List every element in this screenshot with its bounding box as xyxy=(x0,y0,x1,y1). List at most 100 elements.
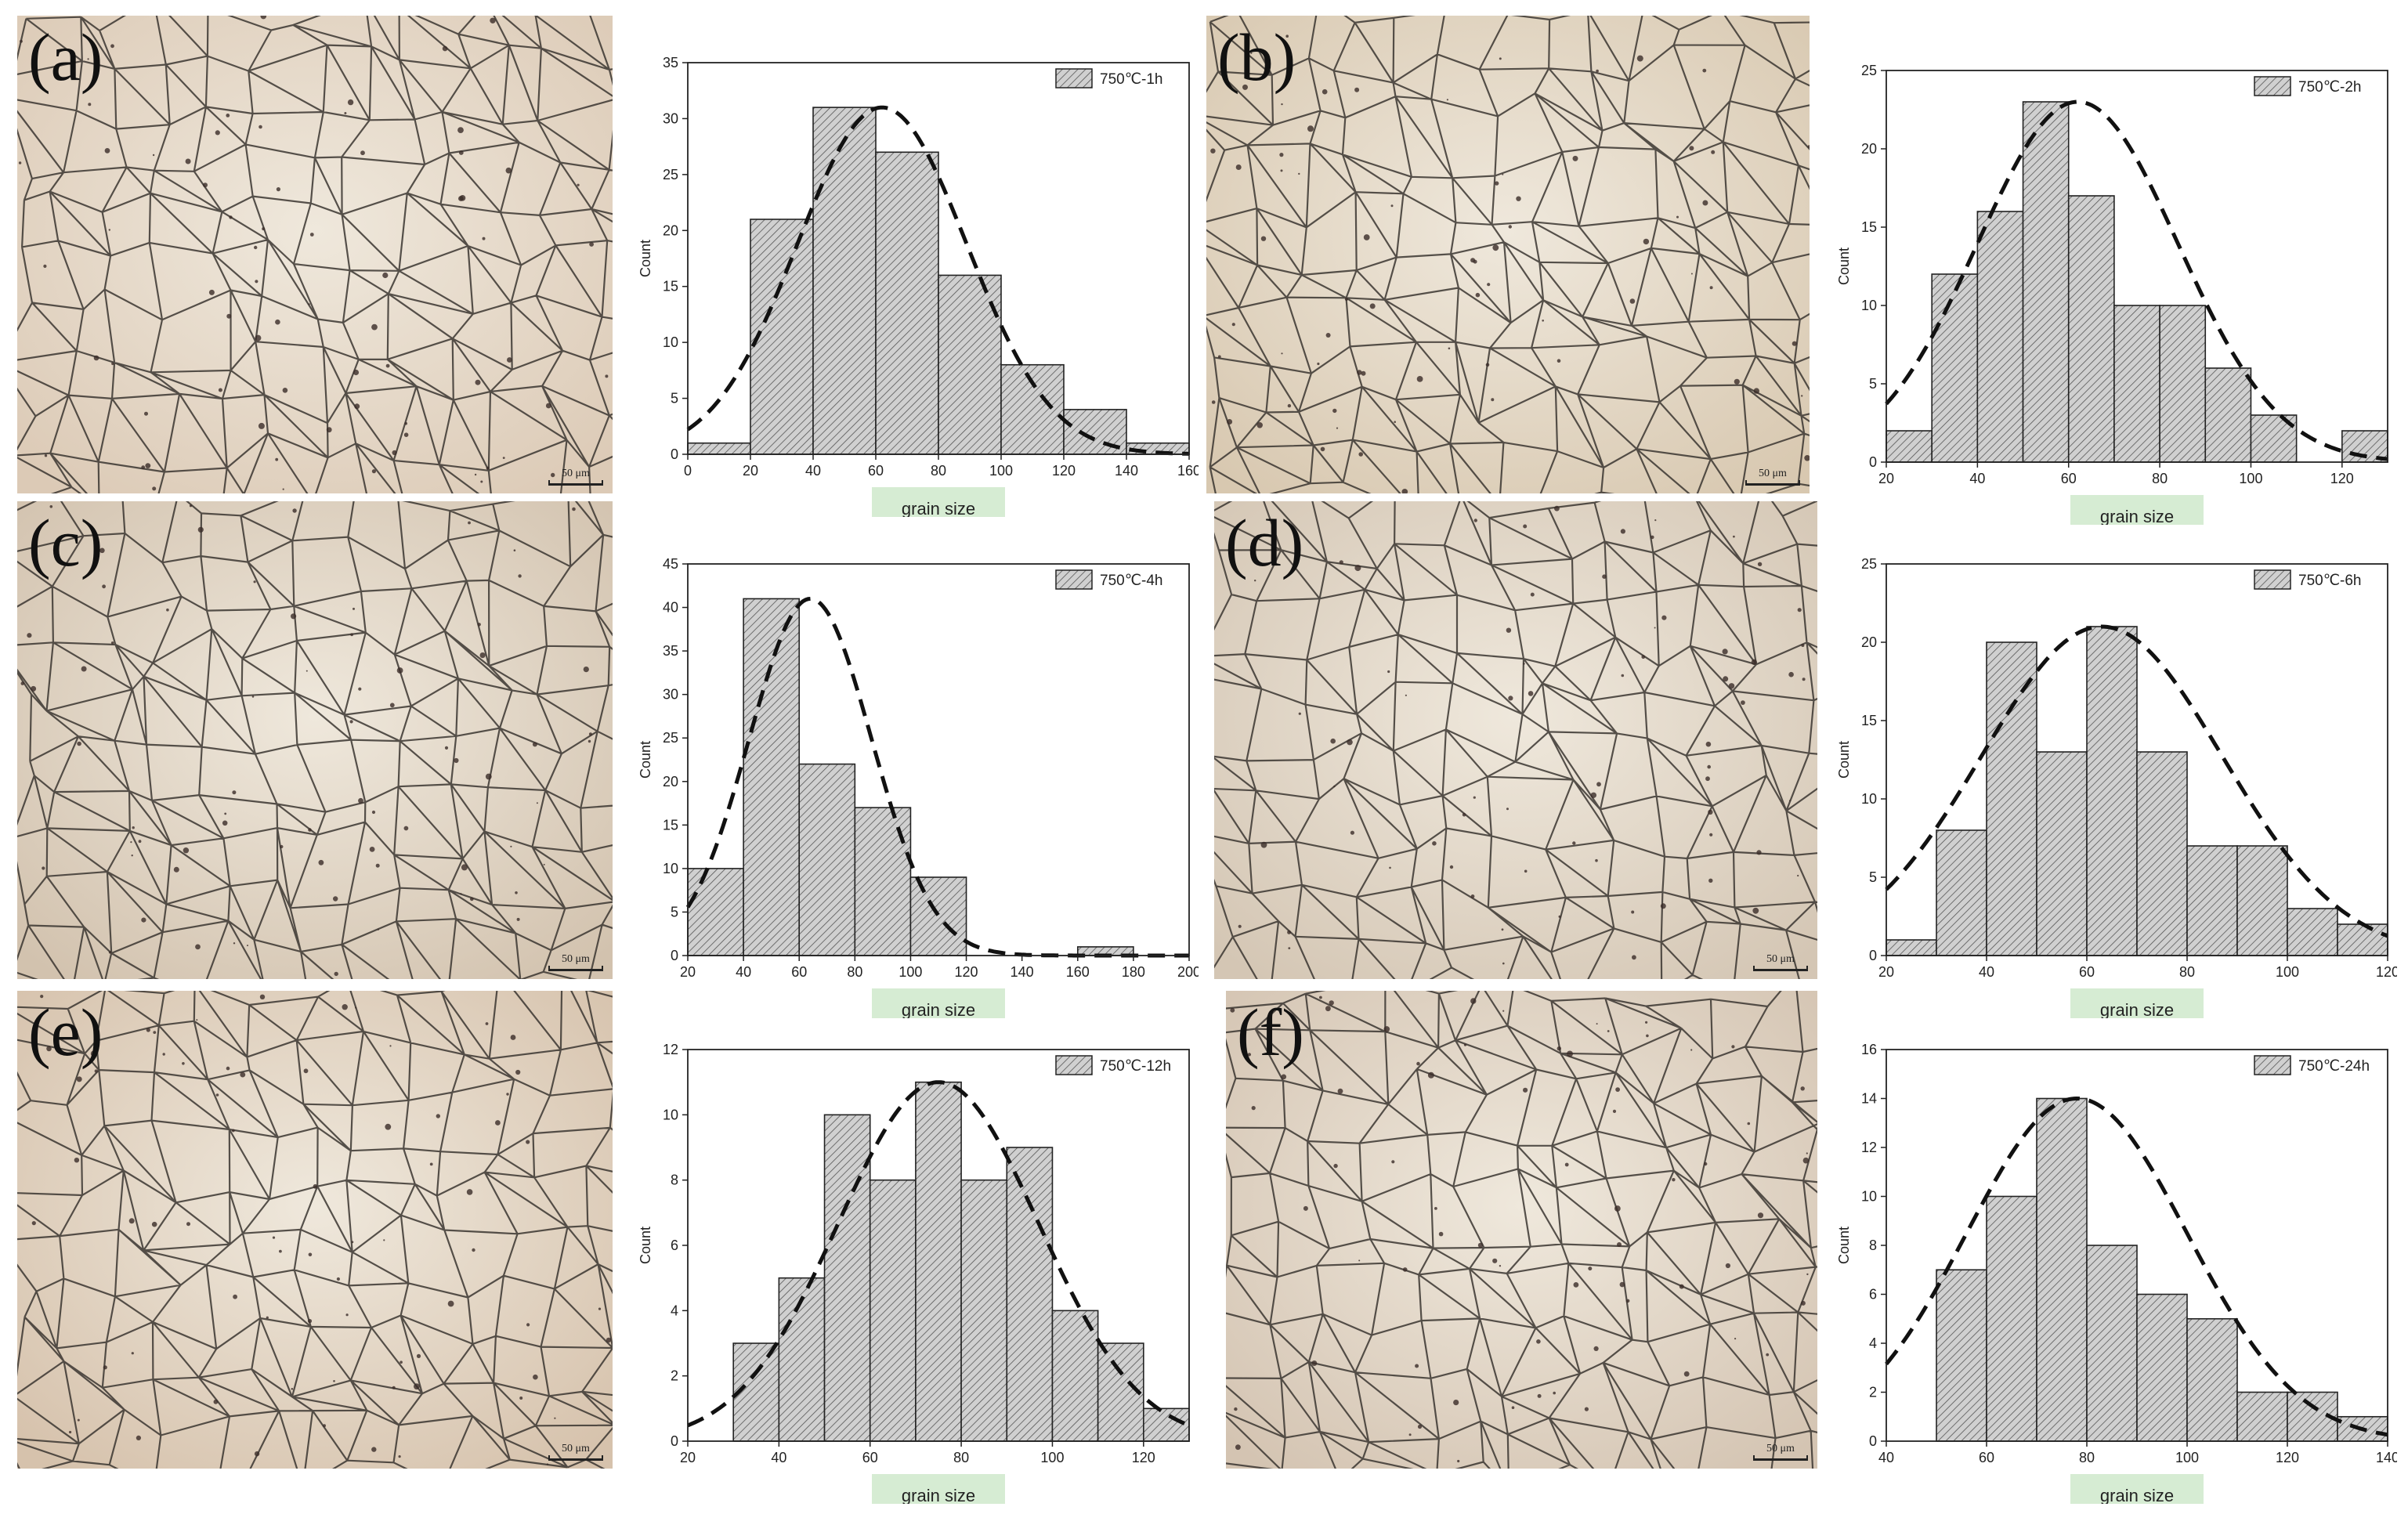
y-tick-label: 14 xyxy=(1861,1091,1877,1107)
histogram-bar xyxy=(1006,1147,1054,1442)
x-axis-title: grain size xyxy=(2100,507,2174,525)
fit-curve xyxy=(1885,1096,2388,1437)
y-tick-label: 5 xyxy=(1869,869,1877,885)
histogram-bar xyxy=(1931,273,1979,463)
micrograph-e: (e) 50 μm xyxy=(17,991,613,1469)
x-axis-title-box xyxy=(2070,988,2204,1018)
histogram-bar xyxy=(812,107,877,455)
histogram-bar xyxy=(798,763,856,956)
histogram-bar xyxy=(2186,1317,2238,1442)
y-tick-label: 10 xyxy=(663,334,678,350)
legend-swatch xyxy=(2254,76,2291,96)
x-tick-label: 20 xyxy=(680,964,696,980)
histogram-bar xyxy=(2086,626,2138,956)
histogram-bar xyxy=(1936,829,1987,956)
y-axis-title: Count xyxy=(638,741,653,779)
y-tick-label: 10 xyxy=(1861,298,1877,313)
x-tick-label: 60 xyxy=(2061,471,2077,486)
fit-curve xyxy=(686,105,1190,456)
grain-texture xyxy=(1206,16,1810,493)
x-tick-label: 160 xyxy=(1066,964,1090,980)
x-axis-title: grain size xyxy=(2100,1486,2174,1504)
y-tick-label: 15 xyxy=(663,279,678,294)
x-tick-label: 120 xyxy=(2276,1450,2299,1465)
x-tick-label: 20 xyxy=(680,1450,696,1465)
x-axis-title: grain size xyxy=(902,499,975,517)
x-tick-label: 120 xyxy=(955,964,978,980)
micrograph-b: (b) 50 μm xyxy=(1206,16,1810,493)
histogram-bar xyxy=(875,151,939,455)
x-tick-label: 60 xyxy=(1979,1450,1994,1465)
x-tick-label: 100 xyxy=(989,463,1013,479)
histogram-bar xyxy=(2036,751,2088,956)
histogram-bar xyxy=(750,219,814,455)
histogram-bar xyxy=(854,807,912,956)
histogram-750c-12h: 20 40 60 80 100 120 0 2 4 6 8 10 12 Count 750℃-12h grai… xyxy=(638,1042,1190,1504)
x-axis-title: grain size xyxy=(902,1000,975,1018)
x-tick-label: 40 xyxy=(771,1450,786,1465)
grain-texture xyxy=(17,16,613,493)
y-tick-label: 2 xyxy=(671,1368,678,1384)
x-tick-label: 200 xyxy=(1177,964,1199,980)
y-tick-label: 2 xyxy=(1869,1385,1877,1400)
x-tick-label: 80 xyxy=(2079,1450,2095,1465)
x-tick-label: 140 xyxy=(1115,463,1138,479)
y-axis-title: Count xyxy=(638,1227,653,1264)
micrograph-d: (d) 50 μm xyxy=(1214,501,1817,979)
y-tick-label: 0 xyxy=(1869,454,1877,470)
plot-frame xyxy=(1886,563,2388,956)
x-tick-label: 100 xyxy=(2276,964,2299,980)
x-tick-label: 100 xyxy=(1040,1450,1064,1465)
y-tick-label: 35 xyxy=(663,55,678,70)
y-tick-label: 12 xyxy=(1861,1140,1877,1155)
histogram-bar xyxy=(1976,211,2024,463)
micrograph-c: (c) 50 μm xyxy=(17,501,613,979)
x-tick-label: 120 xyxy=(1052,463,1076,479)
x-axis-title-box xyxy=(2070,1474,2204,1504)
histogram-bar xyxy=(915,1081,962,1442)
x-axis-title-box xyxy=(2070,495,2204,525)
y-tick-label: 20 xyxy=(663,222,678,238)
x-tick-label: 120 xyxy=(2376,964,2397,980)
y-tick-label: 5 xyxy=(671,391,678,407)
histogram-bar xyxy=(2236,1391,2288,1442)
x-axis-title: grain size xyxy=(902,1486,975,1504)
y-tick-label: 4 xyxy=(1869,1335,1877,1351)
histogram-bar xyxy=(1886,939,1937,956)
histogram-bar xyxy=(823,1114,871,1442)
legend-label: 750℃-6h xyxy=(2298,573,2362,589)
legend-label: 750℃-2h xyxy=(2298,79,2362,96)
plot-frame xyxy=(1886,70,2388,463)
y-axis-title: Count xyxy=(638,240,653,277)
histogram-bar xyxy=(2086,1245,2138,1442)
grain-texture xyxy=(17,991,613,1469)
plot-frame xyxy=(687,563,1190,956)
y-tick-label: 4 xyxy=(671,1303,678,1318)
panel-label: (a) xyxy=(28,20,103,95)
y-tick-label: 0 xyxy=(671,948,678,963)
histogram-bar xyxy=(778,1277,826,1442)
x-tick-label: 40 xyxy=(1878,1450,1894,1465)
y-tick-label: 10 xyxy=(663,1107,678,1122)
panel-label: (f) xyxy=(1237,995,1304,1070)
x-tick-label: 60 xyxy=(791,964,807,980)
x-tick-label: 20 xyxy=(1878,964,1894,980)
histogram-bar xyxy=(2067,195,2115,463)
histogram-bar xyxy=(2022,101,2070,463)
fit-curve xyxy=(687,1080,1190,1428)
x-axis-title: grain size xyxy=(2100,1000,2174,1018)
x-tick-label: 0 xyxy=(684,463,692,479)
scale-bar: 50 μm xyxy=(1753,954,1808,971)
legend-label: 750℃-24h xyxy=(2298,1058,2370,1075)
histogram-bar xyxy=(1986,1195,2037,1442)
panel-label: (d) xyxy=(1225,505,1304,580)
micrograph-a: (a) 50 μm xyxy=(17,16,613,493)
x-tick-label: 80 xyxy=(2179,964,2195,980)
y-tick-label: 25 xyxy=(663,730,678,746)
scale-bar: 50 μm xyxy=(1753,1444,1808,1461)
scale-bar: 50 μm xyxy=(548,468,603,486)
x-tick-label: 60 xyxy=(862,1450,878,1465)
histogram-bar xyxy=(1000,363,1065,455)
x-tick-label: 40 xyxy=(1969,471,1985,486)
scale-bar-text: 50 μm xyxy=(562,1443,590,1454)
